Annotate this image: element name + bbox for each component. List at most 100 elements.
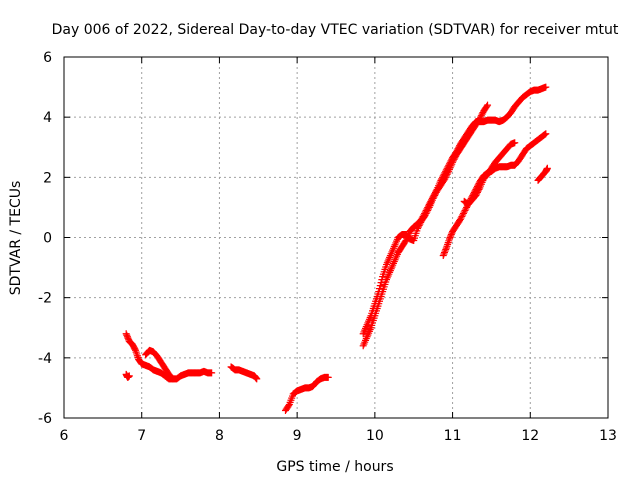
series-segment-6: [460, 139, 519, 208]
data-point: [377, 279, 385, 287]
data-point: [424, 202, 432, 210]
axis-ticks: 6 7 8 9 10 11 12 13 -6 -4 -2 0 2 4 6: [38, 50, 617, 444]
data-point: [438, 175, 446, 183]
data-point: [445, 161, 453, 169]
data-point: [441, 169, 449, 177]
data-point: [440, 249, 448, 257]
data-point: [426, 199, 434, 207]
x-tick-label: 9: [293, 428, 302, 444]
data-point: [459, 209, 467, 217]
y-axis-label: SDTVAR / TECUs: [8, 181, 24, 296]
data-point: [439, 172, 447, 180]
data-point: [541, 130, 549, 138]
data-point: [417, 215, 425, 223]
data-point: [453, 146, 461, 154]
data-point: [462, 205, 470, 213]
data-point: [483, 102, 491, 110]
data-point: [459, 211, 467, 219]
data-point: [285, 402, 293, 410]
data-point: [542, 83, 550, 91]
data-points: [122, 83, 551, 414]
data-point: [122, 330, 130, 338]
data-point: [445, 160, 453, 168]
data-point: [444, 163, 452, 171]
data-point: [253, 375, 261, 383]
data-point: [421, 209, 429, 217]
data-point: [473, 190, 481, 198]
data-point: [437, 176, 445, 184]
y-tick-label: -4: [38, 351, 52, 367]
x-tick-label: 6: [60, 428, 69, 444]
data-point: [443, 164, 451, 172]
data-point: [484, 101, 492, 109]
data-point: [455, 143, 463, 151]
x-tick-label: 11: [444, 428, 462, 444]
data-point: [422, 206, 430, 214]
y-tick-label: 6: [43, 50, 52, 66]
data-point: [477, 112, 485, 120]
x-tick-label: 10: [366, 428, 384, 444]
data-point: [440, 250, 448, 258]
data-point: [428, 196, 436, 204]
data-point: [456, 215, 464, 223]
data-point: [424, 203, 432, 211]
data-point: [418, 214, 426, 222]
data-point: [376, 285, 384, 293]
data-point: [447, 232, 455, 240]
data-point: [376, 282, 384, 290]
data-point: [423, 205, 431, 213]
chart-title: Day 006 of 2022, Sidereal Day-to-day VTE…: [52, 22, 619, 38]
data-point: [442, 166, 450, 174]
data-point: [460, 208, 468, 216]
data-point: [432, 187, 440, 195]
series-segment-4-lower: [359, 83, 550, 350]
x-tick-label: 12: [521, 428, 539, 444]
data-point: [454, 145, 462, 153]
data-point: [428, 194, 436, 202]
series-segment-1c: [122, 370, 133, 381]
data-point: [446, 158, 454, 166]
y-tick-label: -6: [38, 411, 52, 427]
data-point: [472, 191, 480, 199]
data-point: [429, 193, 437, 201]
data-point: [125, 372, 133, 380]
data-point: [441, 247, 449, 255]
x-tick-label: 13: [599, 428, 617, 444]
data-point: [401, 238, 409, 246]
data-point: [438, 173, 446, 181]
series-segment-1b: [142, 346, 216, 383]
data-point: [421, 208, 429, 216]
data-point: [478, 110, 486, 118]
data-point: [425, 200, 433, 208]
x-tick-label: 8: [215, 428, 224, 444]
data-point: [540, 131, 548, 139]
data-point: [123, 333, 131, 341]
data-point: [458, 212, 466, 220]
series-segment-7: [534, 164, 551, 184]
data-point: [452, 148, 460, 156]
y-tick-label: 4: [43, 110, 52, 126]
data-point: [431, 190, 439, 198]
series-segment-1a: [122, 330, 177, 383]
data-point: [431, 188, 439, 196]
data-point: [419, 212, 427, 220]
data-point: [430, 191, 438, 199]
data-point: [442, 246, 450, 254]
data-point: [420, 211, 428, 219]
data-point: [124, 334, 132, 342]
data-point: [439, 252, 447, 260]
x-axis-label: GPS time / hours: [276, 459, 393, 475]
series-segment-3: [281, 373, 332, 414]
data-point: [442, 167, 450, 175]
data-point: [447, 157, 455, 165]
plot-frame: [63, 56, 609, 419]
data-point: [208, 369, 216, 377]
y-tick-label: 2: [43, 170, 52, 186]
data-point: [427, 197, 435, 205]
data-point: [543, 164, 551, 172]
data-point: [440, 170, 448, 178]
y-tick-label: -2: [38, 291, 52, 307]
data-point: [475, 185, 483, 193]
